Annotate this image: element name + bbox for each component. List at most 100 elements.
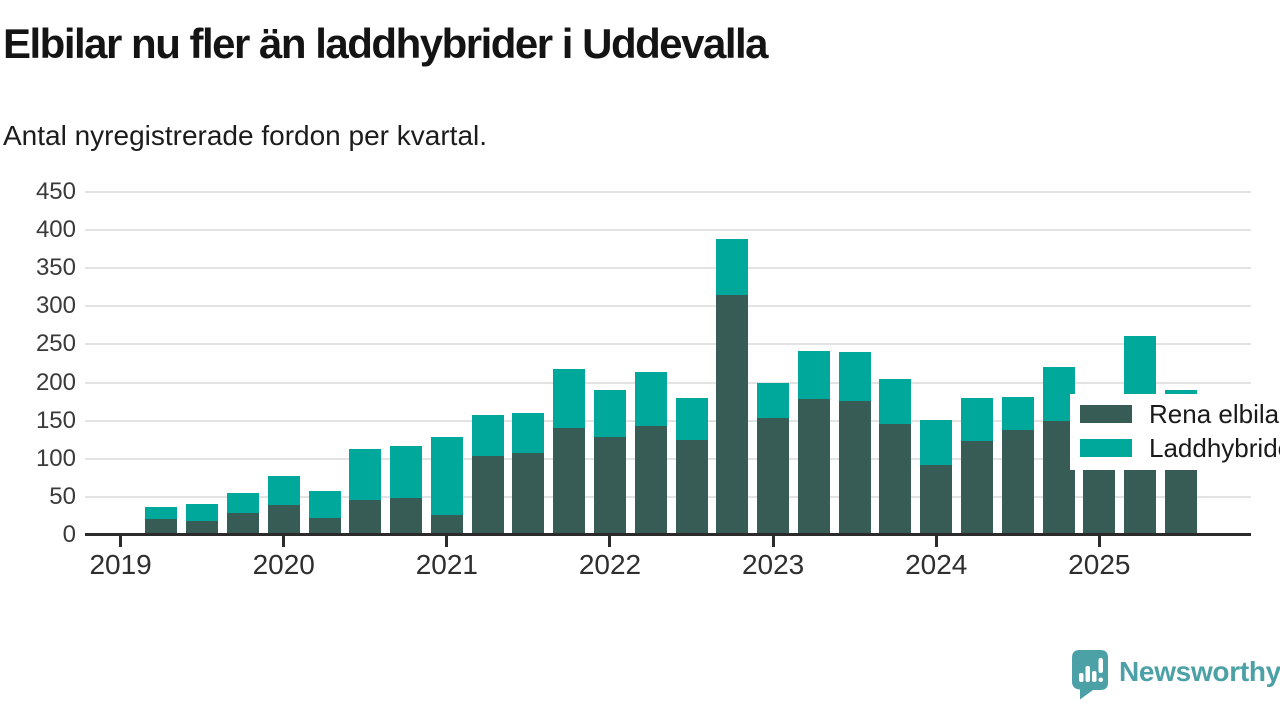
bar-segment-rena-elbilar (920, 464, 953, 535)
gridline (85, 343, 1251, 346)
bar-2023-q3 (838, 352, 871, 535)
y-axis-label: 50 (49, 482, 76, 510)
bar-segment-rena-elbilar (471, 455, 504, 535)
bar-segment-rena-elbilar (553, 427, 586, 535)
legend-item-laddhybrider: Laddhybrider (1080, 433, 1280, 463)
legend-label-rena-elbilar: Rena elbilar (1149, 398, 1280, 429)
bar-2023-q4 (879, 378, 912, 535)
y-axis-label: 0 (62, 521, 76, 548)
bar-2020-q4 (390, 445, 423, 535)
bar-segment-rena-elbilar (145, 519, 178, 535)
gridline (85, 495, 1251, 498)
bar-segment-laddhybrider (512, 413, 545, 453)
bar-segment-laddhybrider (961, 397, 993, 441)
bar-2023-q2 (797, 351, 830, 535)
gridline (85, 267, 1251, 270)
bar-segment-rena-elbilar (1001, 429, 1034, 535)
bar-segment-rena-elbilar (512, 452, 545, 535)
bar-2019-q4 (226, 493, 259, 535)
bar-2020-q1 (267, 475, 300, 535)
legend: Rena elbilar Laddhybrider (1070, 394, 1280, 470)
bar-segment-rena-elbilar (879, 423, 912, 535)
legend-swatch-rena-elbilar (1080, 405, 1132, 423)
bar-2020-q3 (349, 448, 382, 535)
bar-2024-q2 (961, 397, 993, 535)
x-axis-label: 2019 (89, 549, 152, 580)
x-axis-label: 2020 (252, 549, 315, 580)
x-axis-label: 2025 (1068, 549, 1131, 580)
y-axis-label: 200 (35, 368, 76, 396)
x-axis-tick (445, 536, 449, 547)
chart-title: Elbilar nu fler än laddhybrider i Uddeva… (3, 20, 769, 67)
gridline (85, 419, 1251, 422)
bar-segment-laddhybrider (186, 503, 219, 521)
bar-2023-q1 (757, 383, 790, 535)
bar-2020-q2 (308, 490, 341, 535)
legend-swatch-laddhybrider (1080, 439, 1132, 457)
bar-segment-rena-elbilar (961, 440, 993, 535)
y-axis-label: 400 (35, 216, 76, 244)
bar-segment-rena-elbilar (1083, 457, 1116, 535)
bar-2022-q1 (593, 390, 626, 535)
gridline (85, 457, 1251, 460)
bar-segment-laddhybrider (920, 419, 953, 465)
bar-segment-laddhybrider (553, 368, 586, 428)
x-axis-label: 2023 (741, 549, 805, 580)
y-axis-label: 150 (35, 406, 76, 434)
bar-segment-rena-elbilar (757, 417, 790, 535)
bar-segment-laddhybrider (757, 383, 790, 418)
bar-segment-rena-elbilar (226, 512, 259, 535)
newsworthy-logo-icon (1072, 650, 1108, 700)
x-axis-tick (119, 536, 123, 547)
bar-segment-laddhybrider (267, 475, 300, 505)
bar-segment-rena-elbilar (186, 520, 219, 535)
y-axis-label: 300 (35, 292, 76, 320)
bar-2022-q3 (675, 397, 708, 535)
chart-subtitle: Antal nyregistrerade fordon per kvartal. (3, 120, 488, 151)
bar-2021-q2 (471, 415, 504, 535)
bar-segment-rena-elbilar (430, 515, 463, 535)
bar-segment-laddhybrider (471, 415, 504, 456)
bar-segment-rena-elbilar (634, 426, 667, 535)
bar-segment-rena-elbilar (675, 439, 708, 535)
x-axis-label: 2024 (905, 549, 968, 580)
x-axis-line (85, 533, 1251, 536)
bar-segment-rena-elbilar (308, 518, 341, 535)
bar-segment-laddhybrider (879, 378, 912, 424)
bar-2021-q3 (512, 413, 545, 535)
y-axis-labels: 0 50 100 150 200 250 300 350 400 450 (0, 179, 76, 548)
x-axis-tick (934, 536, 938, 547)
gridline (85, 229, 1251, 232)
y-axis-label: 250 (35, 330, 76, 358)
bar-segment-laddhybrider (838, 352, 871, 401)
bar-2024-q4 (1042, 367, 1075, 535)
x-axis-label: 2021 (415, 549, 478, 580)
legend-label-laddhybrider: Laddhybrider (1149, 432, 1280, 463)
x-axis-tick (1097, 536, 1101, 547)
bar-segment-laddhybrider (145, 506, 178, 519)
bar-2021-q4 (553, 368, 586, 535)
bar-segment-laddhybrider (675, 397, 708, 440)
bar-2021-q1 (430, 437, 463, 535)
bar-segment-rena-elbilar (267, 504, 300, 535)
bar-2024-q3 (1001, 397, 1034, 535)
y-axis-label: 100 (35, 444, 76, 472)
bar-segment-rena-elbilar (1042, 420, 1075, 535)
bar-segment-rena-elbilar (838, 400, 871, 535)
x-axis-tick (608, 536, 612, 547)
newsworthy-logo-text: Newsworthy (1119, 656, 1280, 687)
bar-segment-laddhybrider (390, 445, 423, 498)
x-axis-tick (282, 536, 286, 547)
gridline (85, 305, 1251, 308)
bar-segment-laddhybrider (226, 493, 259, 513)
bar-segment-laddhybrider (349, 448, 382, 500)
bar-2019-q3 (186, 503, 219, 535)
newsworthy-logo: Newsworthy (1072, 650, 1280, 700)
bar-segment-laddhybrider (1001, 397, 1034, 430)
bar-2024-q1 (920, 419, 953, 535)
bar-segment-rena-elbilar (390, 497, 423, 535)
y-axis-label: 350 (35, 254, 76, 282)
x-axis-label: 2022 (578, 549, 642, 580)
gridline (85, 191, 1251, 193)
